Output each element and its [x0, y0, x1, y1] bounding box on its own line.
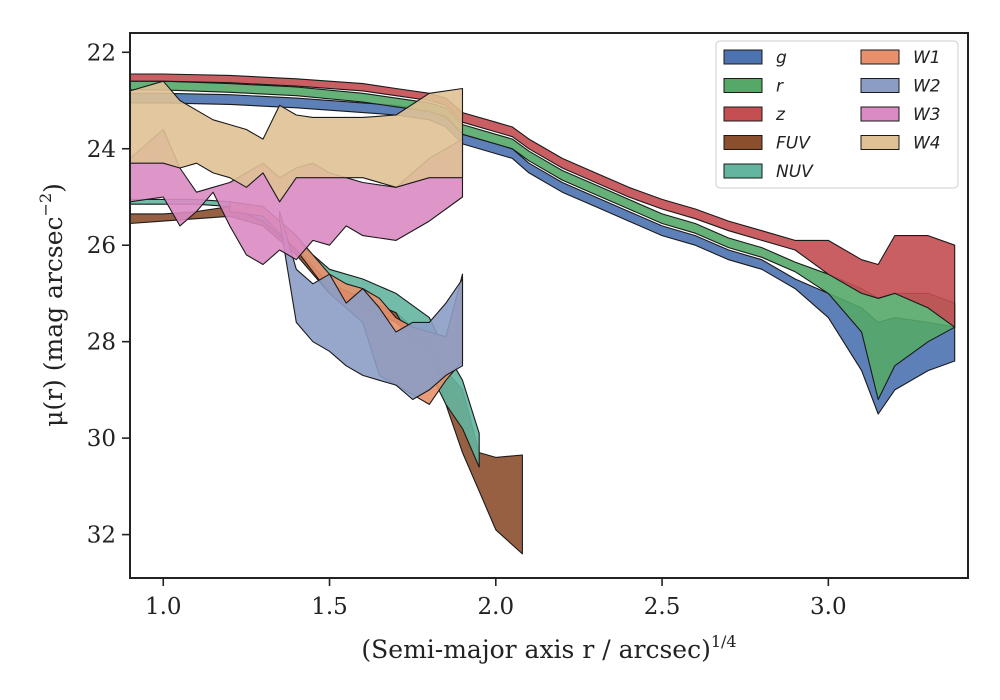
x-tick-label: 3.0 — [810, 594, 847, 620]
x-tick-label: 2.5 — [644, 594, 681, 620]
legend-swatch-fuv — [723, 135, 763, 150]
legend-swatch-w1 — [860, 49, 900, 65]
legend-swatch-w2 — [860, 78, 900, 93]
y-axis: 22 24 26 28 30 32 — [87, 40, 130, 549]
x-axis: 1.0 1.5 2.0 2.5 3.0 — [145, 578, 847, 620]
legend-label-w1: W1 — [913, 48, 941, 68]
x-tick-label: 2.0 — [478, 594, 515, 620]
legend-label-fuv: FUV — [776, 134, 811, 154]
x-axis-label: (Semi-major axis r / arcsec)1/4 — [361, 632, 736, 664]
series-band-w2 — [279, 210, 464, 401]
y-tick-label: 28 — [87, 330, 116, 356]
legend-label-w3: W3 — [913, 105, 941, 125]
legend-swatch-nuv — [723, 163, 763, 179]
legend-label-nuv: NUV — [776, 162, 814, 182]
legend-swatch-w3 — [860, 106, 900, 122]
legend-label-g: g — [776, 48, 787, 68]
legend-label-r: r — [776, 77, 784, 97]
x-axis-label-superscript: 1/4 — [711, 632, 737, 651]
y-axis-label-superscript: −2 — [36, 193, 55, 217]
legend-swatch-g — [723, 49, 763, 65]
x-tick-label: 1.0 — [145, 594, 182, 620]
legend-label-z: z — [775, 105, 786, 125]
y-tick-label: 24 — [87, 137, 116, 163]
y-tick-label: 32 — [87, 523, 116, 549]
legend-swatch-w4 — [860, 135, 900, 150]
legend: grz FUV NUV W1 W2 W3 W4 — [715, 40, 959, 189]
series-band-w4 — [129, 80, 464, 203]
legend-label-w4: W4 — [913, 134, 941, 154]
legend-label-w2: W2 — [913, 77, 941, 97]
y-axis-label: μ(r) (mag arcsec−2) — [36, 183, 68, 427]
legend-swatch-z — [723, 106, 763, 122]
plot-frame — [129, 32, 969, 579]
x-tick-label: 1.5 — [311, 594, 348, 620]
y-tick-label: 22 — [87, 40, 116, 66]
legend-swatch-r — [723, 78, 763, 93]
y-tick-label: 30 — [87, 426, 116, 452]
series-layer — [129, 73, 956, 555]
legend-frame — [715, 40, 959, 189]
y-tick-label: 26 — [87, 233, 116, 259]
